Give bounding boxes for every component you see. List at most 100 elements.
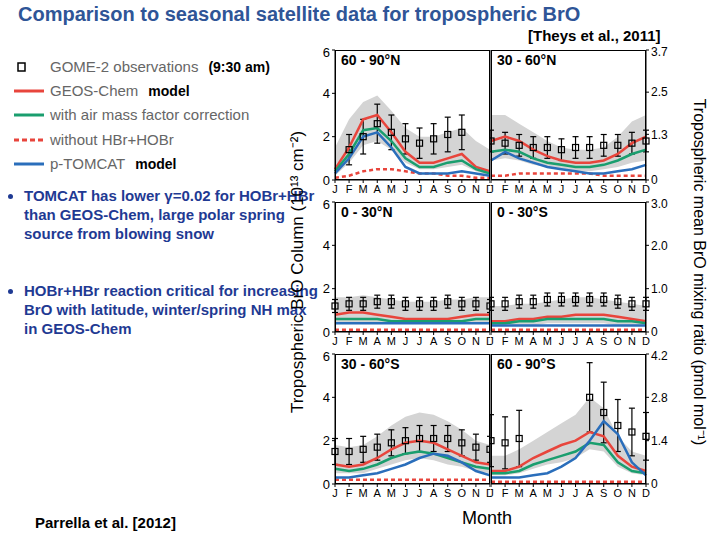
svg-text:2: 2 bbox=[323, 281, 330, 296]
svg-text:0: 0 bbox=[651, 173, 658, 187]
svg-text:6: 6 bbox=[323, 349, 330, 364]
svg-text:2.5: 2.5 bbox=[651, 85, 668, 99]
svg-text:1.3: 1.3 bbox=[651, 128, 668, 142]
svg-text:D: D bbox=[486, 183, 490, 195]
svg-text:2.8: 2.8 bbox=[651, 391, 668, 405]
svg-text:2.0: 2.0 bbox=[651, 239, 668, 253]
svg-text:D: D bbox=[642, 183, 650, 195]
html-text:Comparison to seasonal satelli: Comparison to seasonal satellite data fo… bbox=[18, 3, 581, 25]
svg-text:A: A bbox=[530, 335, 538, 347]
svg-text:J: J bbox=[332, 487, 338, 499]
svg-text:J: J bbox=[403, 183, 409, 195]
svg-text:3.7: 3.7 bbox=[651, 45, 668, 59]
svg-text:J: J bbox=[490, 335, 494, 347]
svg-text:6: 6 bbox=[323, 45, 330, 60]
svg-text:N: N bbox=[628, 183, 636, 195]
svg-text:0: 0 bbox=[323, 173, 330, 188]
svg-text:S: S bbox=[444, 183, 451, 195]
svg-text:M: M bbox=[387, 183, 396, 195]
svg-text:6: 6 bbox=[323, 197, 330, 212]
svg-text:D: D bbox=[642, 335, 650, 347]
svg-text:A: A bbox=[430, 335, 438, 347]
svg-text:S: S bbox=[600, 487, 607, 499]
svg-text:F: F bbox=[502, 487, 509, 499]
svg-text:0: 0 bbox=[651, 325, 658, 339]
svg-text:O: O bbox=[458, 335, 467, 347]
svg-text:J: J bbox=[559, 487, 565, 499]
svg-text:0: 0 bbox=[323, 477, 330, 492]
svg-text:F: F bbox=[346, 183, 353, 195]
svg-text:M: M bbox=[543, 183, 552, 195]
svg-text:A: A bbox=[586, 335, 594, 347]
svg-text:A: A bbox=[374, 487, 382, 499]
svg-text:4.2: 4.2 bbox=[651, 349, 668, 363]
svg-text:J: J bbox=[573, 487, 579, 499]
svg-text:S: S bbox=[600, 335, 607, 347]
svg-text:N: N bbox=[628, 335, 636, 347]
svg-text:A: A bbox=[530, 487, 538, 499]
svg-text:J: J bbox=[559, 335, 565, 347]
svg-text:N: N bbox=[472, 335, 480, 347]
svg-text:S: S bbox=[444, 335, 451, 347]
svg-text:S: S bbox=[444, 487, 451, 499]
svg-text:4: 4 bbox=[323, 86, 330, 101]
svg-text:J: J bbox=[573, 335, 579, 347]
svg-text:J: J bbox=[490, 183, 494, 195]
svg-text:J: J bbox=[417, 487, 423, 499]
svg-text:0: 0 bbox=[651, 477, 658, 491]
html-text:Tropospheric BrO Column (10¹³: Tropospheric BrO Column (10¹³ cm⁻²) bbox=[287, 130, 307, 414]
svg-text:M: M bbox=[515, 487, 524, 499]
svg-text:M: M bbox=[515, 335, 524, 347]
svg-text:3.0: 3.0 bbox=[651, 197, 668, 211]
svg-text:4: 4 bbox=[323, 390, 330, 405]
svg-text:A: A bbox=[430, 487, 438, 499]
svg-text:M: M bbox=[543, 487, 552, 499]
svg-text:D: D bbox=[486, 487, 490, 499]
svg-text:1.4: 1.4 bbox=[651, 434, 668, 448]
svg-text:F: F bbox=[502, 335, 509, 347]
svg-text:O: O bbox=[614, 335, 623, 347]
html-text:HOBr+HBr reaction critical for: HOBr+HBr reaction critical for increasin… bbox=[24, 282, 318, 337]
svg-text:M: M bbox=[543, 335, 552, 347]
svg-text:0: 0 bbox=[323, 325, 330, 340]
svg-text:N: N bbox=[628, 487, 636, 499]
svg-text:F: F bbox=[346, 487, 353, 499]
svg-text:F: F bbox=[346, 335, 353, 347]
svg-text:M: M bbox=[359, 183, 368, 195]
svg-text:D: D bbox=[486, 335, 490, 347]
svg-text:N: N bbox=[472, 487, 480, 499]
svg-text:M: M bbox=[359, 335, 368, 347]
svg-text:A: A bbox=[586, 183, 594, 195]
svg-text:J: J bbox=[559, 183, 565, 195]
svg-text:O: O bbox=[614, 183, 623, 195]
svg-text:J: J bbox=[573, 183, 579, 195]
svg-text:O: O bbox=[614, 487, 623, 499]
svg-text:N: N bbox=[472, 183, 480, 195]
svg-text:M: M bbox=[387, 335, 396, 347]
svg-text:O: O bbox=[458, 487, 467, 499]
svg-text:M: M bbox=[387, 487, 396, 499]
svg-text:1.0: 1.0 bbox=[651, 282, 668, 296]
svg-text:4: 4 bbox=[323, 238, 330, 253]
svg-text:A: A bbox=[374, 183, 382, 195]
svg-text:J: J bbox=[403, 487, 409, 499]
svg-text:J: J bbox=[417, 183, 423, 195]
svg-text:D: D bbox=[642, 487, 650, 499]
svg-text:2: 2 bbox=[323, 129, 330, 144]
svg-text:O: O bbox=[458, 183, 467, 195]
svg-text:F: F bbox=[502, 183, 509, 195]
svg-text:2: 2 bbox=[323, 433, 330, 448]
html-text:TOMCAT has lower γ=0.02 for HO: TOMCAT has lower γ=0.02 for HOBr+HBr tha… bbox=[24, 187, 315, 242]
svg-text:J: J bbox=[490, 487, 494, 499]
svg-text:J: J bbox=[332, 183, 338, 195]
svg-text:J: J bbox=[332, 335, 338, 347]
svg-text:J: J bbox=[417, 335, 423, 347]
svg-text:A: A bbox=[374, 335, 382, 347]
svg-text:A: A bbox=[586, 487, 594, 499]
svg-text:A: A bbox=[430, 183, 438, 195]
svg-text:M: M bbox=[515, 183, 524, 195]
svg-text:J: J bbox=[403, 335, 409, 347]
svg-text:A: A bbox=[530, 183, 538, 195]
svg-text:M: M bbox=[359, 487, 368, 499]
svg-text:S: S bbox=[600, 183, 607, 195]
